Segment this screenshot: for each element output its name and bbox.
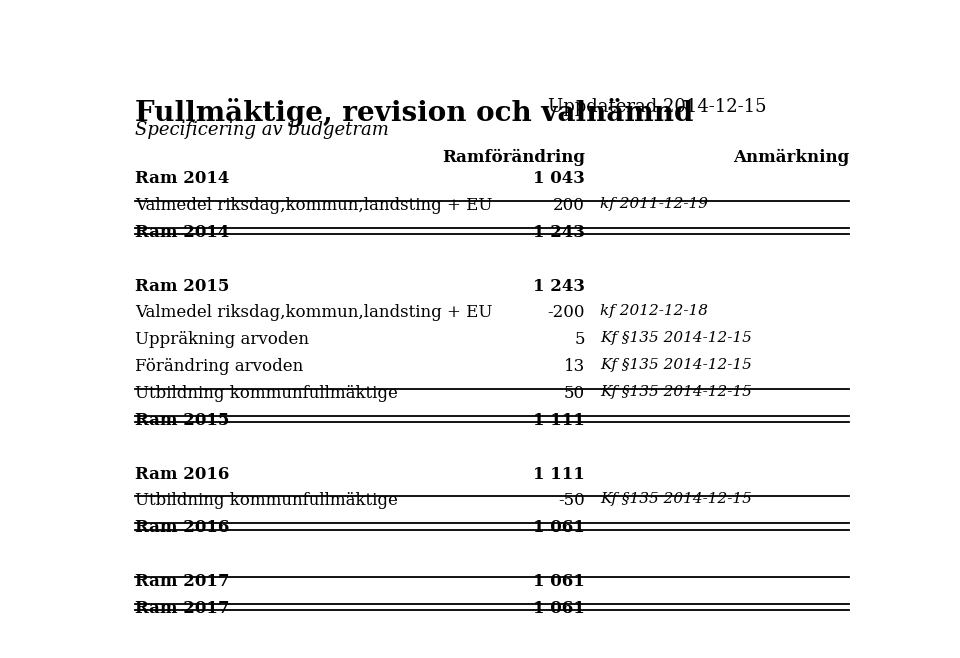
Text: 1 243: 1 243: [533, 278, 585, 295]
Text: Ram 2017: Ram 2017: [134, 600, 229, 617]
Text: 1 111: 1 111: [533, 466, 585, 482]
Text: Ramförändring: Ramförändring: [442, 149, 585, 166]
Text: Utbildning kommunfullmäktige: Utbildning kommunfullmäktige: [134, 492, 397, 509]
Text: 1 243: 1 243: [533, 224, 585, 241]
Text: 1 111: 1 111: [533, 412, 585, 429]
Text: 5: 5: [574, 331, 585, 348]
Text: Ram 2016: Ram 2016: [134, 466, 229, 482]
Text: 1 061: 1 061: [533, 600, 585, 617]
Text: Uppdaterad 2014-12-15: Uppdaterad 2014-12-15: [548, 98, 766, 116]
Text: kf 2011-12-19: kf 2011-12-19: [600, 197, 708, 211]
Text: Valmedel riksdag,kommun,landsting + EU: Valmedel riksdag,kommun,landsting + EU: [134, 305, 492, 321]
Text: Valmedel riksdag,kommun,landsting + EU: Valmedel riksdag,kommun,landsting + EU: [134, 197, 492, 214]
Text: 13: 13: [564, 358, 585, 375]
Text: Ram 2016: Ram 2016: [134, 519, 229, 536]
Text: Kf §135 2014-12-15: Kf §135 2014-12-15: [600, 385, 752, 399]
Text: Fullmäktige, revision och valnämnd: Fullmäktige, revision och valnämnd: [134, 98, 693, 127]
Text: Kf §135 2014-12-15: Kf §135 2014-12-15: [600, 331, 752, 345]
Text: kf 2012-12-18: kf 2012-12-18: [600, 305, 708, 318]
Text: -50: -50: [559, 492, 585, 509]
Text: Ram 2014: Ram 2014: [134, 170, 229, 187]
Text: Ram 2017: Ram 2017: [134, 573, 229, 590]
Text: 200: 200: [553, 197, 585, 214]
Text: Förändring arvoden: Förändring arvoden: [134, 358, 303, 375]
Text: -200: -200: [547, 305, 585, 321]
Text: 1 061: 1 061: [533, 573, 585, 590]
Text: 50: 50: [564, 385, 585, 402]
Text: Ram 2015: Ram 2015: [134, 278, 229, 295]
Text: 1 043: 1 043: [533, 170, 585, 187]
Text: Uppräkning arvoden: Uppräkning arvoden: [134, 331, 309, 348]
Text: Anmärkning: Anmärkning: [732, 149, 849, 166]
Text: Kf §135 2014-12-15: Kf §135 2014-12-15: [600, 358, 752, 372]
Text: Ram 2014: Ram 2014: [134, 224, 229, 241]
Text: Kf §135 2014-12-15: Kf §135 2014-12-15: [600, 492, 752, 507]
Text: Ram 2015: Ram 2015: [134, 412, 229, 429]
Text: Specificering av budgetram: Specificering av budgetram: [134, 120, 389, 138]
Text: Utbildning kommunfullmäktige: Utbildning kommunfullmäktige: [134, 385, 397, 402]
Text: 1 061: 1 061: [533, 519, 585, 536]
